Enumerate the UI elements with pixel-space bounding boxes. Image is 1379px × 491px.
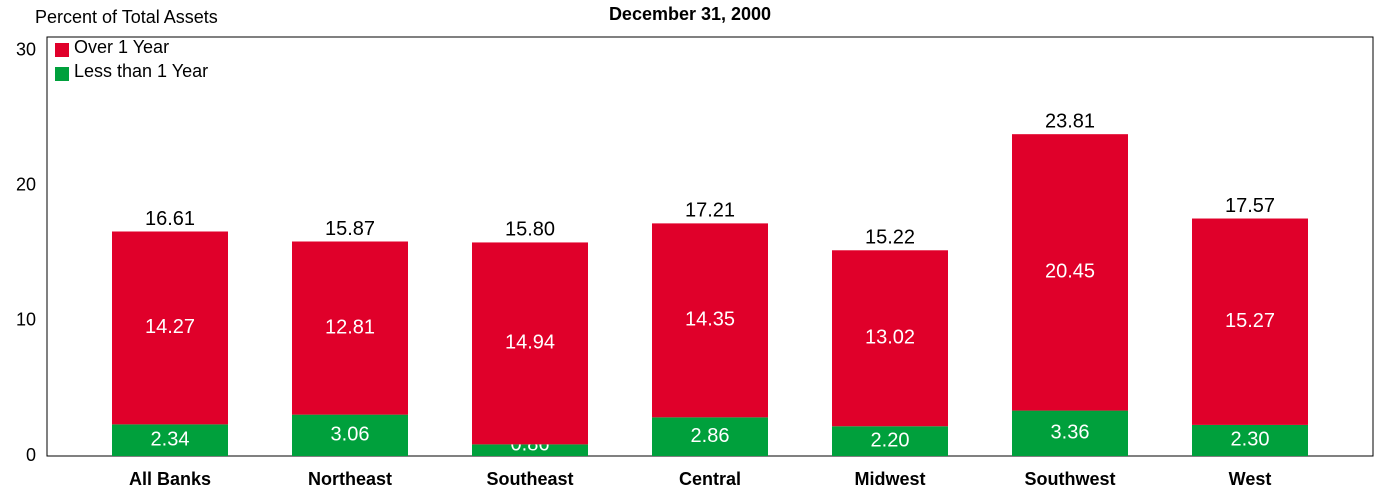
bar-segment bbox=[112, 231, 228, 425]
x-tick-label: Southwest bbox=[1024, 469, 1115, 489]
bar-value-label: 3.06 bbox=[331, 424, 370, 446]
bar-total-label: 15.80 bbox=[505, 219, 555, 241]
legend-label: Less than 1 Year bbox=[74, 61, 208, 81]
bar-segment bbox=[1192, 218, 1308, 425]
bar-value-label: 13.02 bbox=[865, 327, 915, 349]
bar-value-label: 14.94 bbox=[505, 332, 555, 354]
bar-segment bbox=[832, 250, 948, 427]
x-tick-label: Central bbox=[679, 469, 741, 489]
bar-value-label: 14.27 bbox=[145, 316, 195, 338]
y-tick-label: 0 bbox=[26, 445, 36, 465]
bar-segment bbox=[472, 444, 588, 456]
bar-segment bbox=[652, 223, 768, 418]
bar-segment bbox=[1012, 410, 1128, 456]
x-tick-label: Midwest bbox=[854, 469, 925, 489]
x-tick-label: All Banks bbox=[129, 469, 211, 489]
bar-total-label: 15.87 bbox=[325, 218, 375, 240]
bar-value-label: 15.27 bbox=[1225, 310, 1275, 332]
bar-segment bbox=[1012, 134, 1128, 411]
legend-swatch bbox=[55, 43, 69, 57]
bar-value-label: 20.45 bbox=[1045, 261, 1095, 283]
bar-value-label: 2.86 bbox=[691, 425, 730, 447]
bar-value-label: 2.34 bbox=[151, 428, 190, 450]
bar-value-label: 3.36 bbox=[1051, 422, 1090, 444]
bar-total-label: 15.22 bbox=[865, 227, 915, 249]
bar-value-label: 14.35 bbox=[685, 309, 735, 331]
x-tick-label: West bbox=[1229, 469, 1272, 489]
bar-segment bbox=[472, 242, 588, 445]
y-tick-label: 10 bbox=[16, 310, 36, 330]
chart-title: December 31, 2000 bbox=[609, 4, 771, 24]
x-tick-label: Northeast bbox=[308, 469, 392, 489]
legend-swatch bbox=[55, 67, 69, 81]
legend-label: Over 1 Year bbox=[74, 37, 169, 57]
y-tick-label: 20 bbox=[16, 174, 36, 194]
bar-segment bbox=[112, 424, 228, 456]
bar-value-label: 2.20 bbox=[871, 429, 910, 451]
bar-segment bbox=[292, 241, 408, 415]
bar-segment bbox=[652, 417, 768, 456]
bar-total-label: 17.21 bbox=[685, 200, 735, 222]
bar-total-label: 17.57 bbox=[1225, 195, 1275, 217]
y-axis-label: Percent of Total Assets bbox=[35, 7, 218, 27]
bar-segment bbox=[832, 426, 948, 456]
bar-value-label: 2.30 bbox=[1231, 429, 1270, 451]
x-tick-label: Southeast bbox=[486, 469, 573, 489]
bar-total-label: 16.61 bbox=[145, 208, 195, 230]
bar-total-label: 23.81 bbox=[1045, 110, 1095, 132]
bar-segment bbox=[292, 414, 408, 456]
bar-value-label: 12.81 bbox=[325, 316, 375, 338]
bar-segment bbox=[1192, 424, 1308, 456]
y-tick-label: 30 bbox=[16, 39, 36, 59]
